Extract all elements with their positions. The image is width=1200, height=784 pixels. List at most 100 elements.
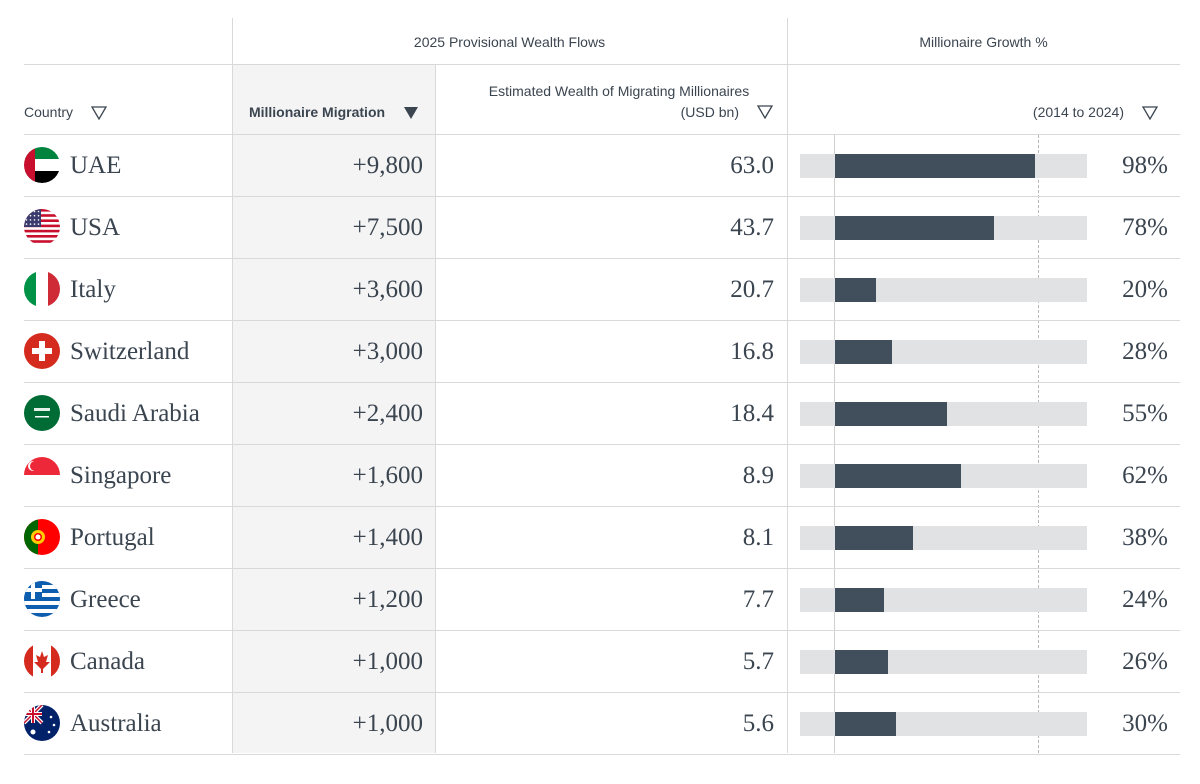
header-bottom-divider xyxy=(24,134,1180,135)
sort-filter-icon[interactable] xyxy=(91,106,108,120)
growth-label: 30% xyxy=(1122,710,1168,737)
growth-bar xyxy=(835,216,994,240)
country-name: Canada xyxy=(70,648,145,675)
data-table: UAE +9,800 63.0 98% USA +7,500 43.7 78% Italy +3,… xyxy=(24,135,1180,755)
sort-descending-icon[interactable] xyxy=(403,106,419,120)
greece-flag-icon xyxy=(24,581,60,617)
table-row[interactable]: USA +7,500 43.7 78% xyxy=(24,197,1180,259)
growth-bar xyxy=(835,464,961,488)
wealth-value: 63.0 xyxy=(730,152,774,179)
column-header-wealth[interactable]: Estimated Wealth of Migrating Millionair… xyxy=(435,65,787,134)
growth-label: 28% xyxy=(1122,338,1168,365)
australia-flag-icon xyxy=(24,705,60,741)
wealth-value: 7.7 xyxy=(742,586,774,613)
growth-label: 24% xyxy=(1122,586,1168,613)
table-row[interactable]: UAE +9,800 63.0 98% xyxy=(24,135,1180,197)
table-row[interactable]: Australia +1,000 5.6 30% xyxy=(24,693,1180,755)
column-header-migration-label: Millionaire Migration xyxy=(248,104,386,120)
column-divider xyxy=(787,18,788,753)
column-divider xyxy=(435,65,436,753)
migration-value: +1,600 xyxy=(352,462,423,489)
column-header-growth[interactable]: (2014 to 2024) xyxy=(787,65,1180,134)
country-name: Saudi Arabia xyxy=(70,400,200,427)
growth-bar-track xyxy=(800,526,1087,550)
usa-flag-icon xyxy=(24,209,60,245)
saudi-arabia-flag-icon xyxy=(24,395,60,431)
wealth-value: 5.6 xyxy=(742,710,774,737)
group-header-growth: Millionaire Growth % xyxy=(919,33,1048,50)
growth-bar xyxy=(835,588,884,612)
growth-label: 26% xyxy=(1122,648,1168,675)
growth-bar-track xyxy=(800,712,1087,736)
migration-value: +3,600 xyxy=(352,276,423,303)
country-name: USA xyxy=(70,214,121,241)
italy-flag-icon xyxy=(24,271,60,307)
wealth-value: 20.7 xyxy=(730,276,774,303)
table-row[interactable]: Italy +3,600 20.7 20% xyxy=(24,259,1180,321)
wealth-value: 18.4 xyxy=(730,400,774,427)
sort-filter-icon[interactable] xyxy=(1142,106,1158,120)
growth-bar xyxy=(835,402,947,426)
header-divider xyxy=(24,64,1180,65)
growth-bar-track xyxy=(800,340,1087,364)
growth-label: 62% xyxy=(1122,462,1168,489)
growth-label: 20% xyxy=(1122,276,1168,303)
growth-bar-track xyxy=(800,402,1087,426)
portugal-flag-icon xyxy=(24,519,60,555)
growth-bar-track xyxy=(800,588,1087,612)
migration-value: +3,000 xyxy=(352,338,423,365)
country-name: Portugal xyxy=(70,524,155,551)
growth-bar xyxy=(835,278,876,302)
migration-value: +1,000 xyxy=(352,648,423,675)
sort-filter-icon[interactable] xyxy=(757,105,773,119)
country-name: Greece xyxy=(70,586,141,613)
growth-bar-track xyxy=(800,154,1087,178)
wealth-value: 16.8 xyxy=(730,338,774,365)
migration-value: +9,800 xyxy=(352,152,423,179)
country-name: UAE xyxy=(70,152,122,179)
wealth-value: 8.9 xyxy=(742,462,774,489)
table-row[interactable]: Greece +1,200 7.7 24% xyxy=(24,569,1180,631)
migration-column-shade xyxy=(233,65,435,753)
wealth-value: 8.1 xyxy=(742,524,774,551)
growth-label: 38% xyxy=(1122,524,1168,551)
migration-value: +2,400 xyxy=(352,400,423,427)
column-header-country-label: Country xyxy=(24,104,74,120)
singapore-flag-icon xyxy=(24,457,60,493)
column-divider xyxy=(232,18,233,753)
growth-bar xyxy=(835,526,913,550)
growth-label: 98% xyxy=(1122,152,1168,179)
uae-flag-icon xyxy=(24,147,60,183)
growth-bar xyxy=(835,154,1035,178)
wealth-value: 43.7 xyxy=(730,214,774,241)
migration-value: +7,500 xyxy=(352,214,423,241)
switzerland-flag-icon xyxy=(24,333,60,369)
country-name: Switzerland xyxy=(70,338,190,365)
column-header-wealth-label: Estimated Wealth of Migrating Millionair… xyxy=(488,83,750,99)
column-header-wealth-unit: (USD bn) xyxy=(680,104,739,120)
column-header-country[interactable]: Country xyxy=(24,65,233,134)
table-row[interactable]: Portugal +1,400 8.1 38% xyxy=(24,507,1180,569)
growth-bar xyxy=(835,340,892,364)
country-name: Australia xyxy=(70,710,162,737)
growth-label: 78% xyxy=(1122,214,1168,241)
group-header-wealth-flows: 2025 Provisional Wealth Flows xyxy=(413,33,606,50)
table-row[interactable]: Singapore +1,600 8.9 62% xyxy=(24,445,1180,507)
growth-bar xyxy=(835,712,896,736)
growth-bar-track xyxy=(800,278,1087,302)
wealth-value: 5.7 xyxy=(742,648,774,675)
growth-bar xyxy=(835,650,888,674)
canada-flag-icon xyxy=(24,643,60,679)
migration-value: +1,000 xyxy=(352,710,423,737)
column-header-growth-label: (2014 to 2024) xyxy=(1032,104,1124,120)
migration-value: +1,400 xyxy=(352,524,423,551)
table-row[interactable]: Canada +1,000 5.7 26% xyxy=(24,631,1180,693)
growth-bar-track xyxy=(800,216,1087,240)
table-row[interactable]: Switzerland +3,000 16.8 28% xyxy=(24,321,1180,383)
column-header-migration[interactable]: Millionaire Migration xyxy=(233,65,435,134)
country-name: Singapore xyxy=(70,462,172,489)
growth-bar-track xyxy=(800,650,1087,674)
growth-label: 55% xyxy=(1122,400,1168,427)
growth-bar-track xyxy=(800,464,1087,488)
table-row[interactable]: Saudi Arabia +2,400 18.4 55% xyxy=(24,383,1180,445)
